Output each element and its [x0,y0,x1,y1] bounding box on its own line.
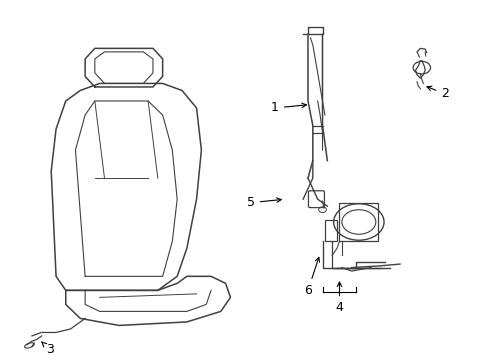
Bar [340,203,378,241]
Text: 6: 6 [304,257,319,297]
Bar [325,220,337,241]
Text: 3: 3 [42,342,54,356]
Text: 2: 2 [427,86,449,100]
Text: 1: 1 [271,102,306,114]
Text: 4: 4 [336,282,343,314]
Text: 5: 5 [246,196,281,209]
